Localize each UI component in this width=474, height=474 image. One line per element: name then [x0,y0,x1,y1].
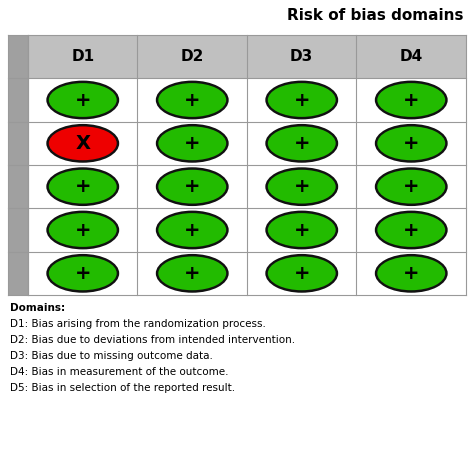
Text: D1: Bias arising from the randomization process.: D1: Bias arising from the randomization … [10,319,266,329]
Ellipse shape [265,124,338,163]
Text: D5: Bias in selection of the reported result.: D5: Bias in selection of the reported re… [10,383,235,393]
Ellipse shape [268,256,336,290]
Text: Domains:: Domains: [10,303,65,313]
Ellipse shape [265,254,338,293]
Text: +: + [184,264,201,283]
Text: +: + [184,177,201,196]
Ellipse shape [49,127,117,160]
Text: +: + [184,220,201,239]
Ellipse shape [158,213,226,247]
Bar [28,35,466,78]
Ellipse shape [377,83,445,117]
Ellipse shape [46,210,119,249]
Bar [28,122,466,165]
Ellipse shape [156,167,228,206]
Text: +: + [293,220,310,239]
Bar [28,78,466,122]
Bar [28,252,466,295]
Ellipse shape [268,127,336,160]
Text: +: + [293,264,310,283]
Text: X: X [75,134,90,153]
Ellipse shape [377,213,445,247]
Ellipse shape [265,210,338,249]
Ellipse shape [46,124,119,163]
Text: +: + [403,177,419,196]
Text: D2: D2 [181,49,204,64]
Ellipse shape [156,254,228,293]
Ellipse shape [158,127,226,160]
Ellipse shape [156,81,228,119]
Text: Risk of bias domains: Risk of bias domains [288,8,464,23]
Text: +: + [74,177,91,196]
Ellipse shape [268,213,336,247]
Text: +: + [74,264,91,283]
Ellipse shape [375,210,448,249]
Text: +: + [403,134,419,153]
Ellipse shape [265,167,338,206]
Ellipse shape [49,213,117,247]
Text: +: + [184,91,201,109]
Ellipse shape [375,124,448,163]
Text: D2: Bias due to deviations from intended intervention.: D2: Bias due to deviations from intended… [10,335,295,345]
Text: D4: Bias in measurement of the outcome.: D4: Bias in measurement of the outcome. [10,367,228,377]
Text: +: + [74,220,91,239]
Text: +: + [293,91,310,109]
Ellipse shape [49,256,117,290]
Ellipse shape [46,167,119,206]
Text: +: + [184,134,201,153]
Ellipse shape [49,83,117,117]
Ellipse shape [46,254,119,293]
Ellipse shape [377,127,445,160]
Ellipse shape [158,256,226,290]
Ellipse shape [265,81,338,119]
Ellipse shape [46,81,119,119]
Text: +: + [403,264,419,283]
Ellipse shape [158,170,226,203]
Text: D3: D3 [290,49,313,64]
Text: +: + [403,220,419,239]
Ellipse shape [375,254,448,293]
Text: +: + [403,91,419,109]
Text: +: + [293,177,310,196]
Ellipse shape [156,124,228,163]
Text: +: + [74,91,91,109]
Ellipse shape [156,210,228,249]
Text: +: + [293,134,310,153]
Ellipse shape [268,170,336,203]
Text: D4: D4 [400,49,423,64]
Bar [28,165,466,209]
Text: D3: Bias due to missing outcome data.: D3: Bias due to missing outcome data. [10,351,213,361]
Bar [28,209,466,252]
Ellipse shape [377,256,445,290]
Bar [8,35,28,295]
Ellipse shape [268,83,336,117]
Text: D1: D1 [71,49,94,64]
Ellipse shape [375,167,448,206]
Ellipse shape [377,170,445,203]
Ellipse shape [375,81,448,119]
Ellipse shape [158,83,226,117]
Ellipse shape [49,170,117,203]
